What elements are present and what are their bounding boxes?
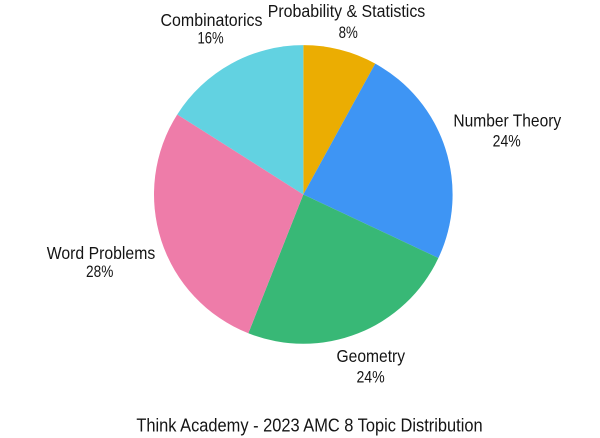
svg-text:16%: 16% — [198, 28, 224, 47]
svg-text:Combinatorics: Combinatorics — [161, 10, 263, 30]
svg-text:24%: 24% — [356, 367, 384, 386]
svg-text:28%: 28% — [86, 262, 113, 281]
svg-text:Probability & Statistics: Probability & Statistics — [268, 1, 426, 21]
svg-text:Word Problems: Word Problems — [47, 243, 156, 263]
svg-text:Geometry: Geometry — [337, 346, 406, 366]
svg-text:Think Academy - 2023 AMC 8 Top: Think Academy - 2023 AMC 8 Topic Distrib… — [136, 416, 482, 436]
svg-text:Number Theory: Number Theory — [453, 111, 561, 131]
svg-text:24%: 24% — [493, 132, 521, 151]
svg-text:8%: 8% — [339, 23, 358, 42]
